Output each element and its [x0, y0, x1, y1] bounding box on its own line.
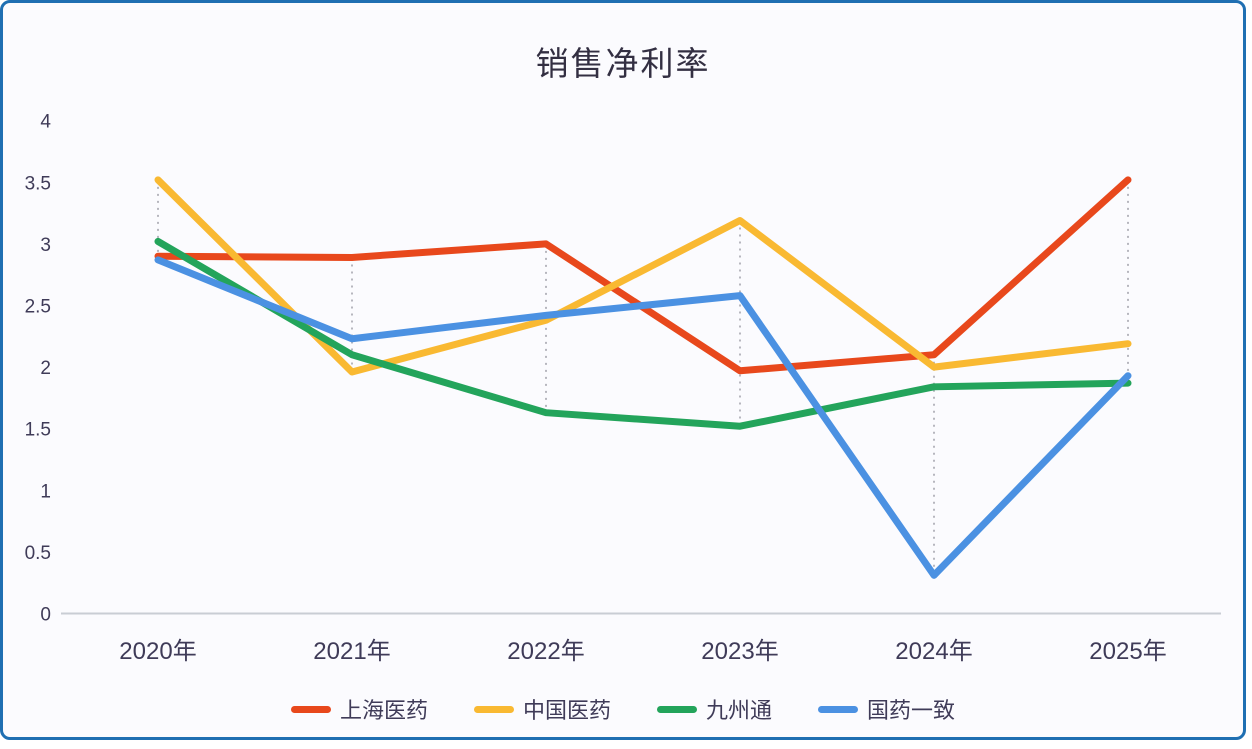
legend-swatch-jointown: [657, 705, 697, 713]
y-tick-label-4: 4: [40, 112, 51, 133]
series-line-jointown: [154, 237, 1132, 430]
series-line-shanghai-pharma: [154, 176, 1132, 375]
x-tick-label-2021年: 2021年: [313, 638, 390, 665]
y-tick-label-1.5: 1.5: [25, 420, 51, 441]
y-tick-label-3.5: 3.5: [25, 173, 51, 194]
legend-swatch-shanghai-pharma: [290, 705, 331, 713]
legend-label-jointown: 九州通: [706, 698, 773, 723]
y-tick-label-0.5: 0.5: [25, 543, 51, 564]
series-line-china-pharma: [154, 176, 1132, 376]
legend-swatch-china-pharma: [473, 705, 514, 713]
legend-label-sinopharm-accord: 国药一致: [867, 698, 956, 723]
series-line-sinopharm-accord: [154, 256, 1132, 579]
y-tick-label-0: 0: [40, 605, 51, 626]
legend: 上海医药 中国医药 九州通 国药一致: [3, 693, 1243, 725]
x-tick-label-2023年: 2023年: [701, 638, 778, 665]
legend-item-sinopharm-accord: 国药一致: [818, 693, 955, 725]
x-tick-label-2025年: 2025年: [1089, 638, 1166, 665]
x-tick-label-2020年: 2020年: [119, 638, 196, 665]
y-tick-label-3: 3: [40, 235, 51, 256]
legend-item-shanghai-pharma: 上海医药: [290, 693, 428, 725]
line-chart: 0 0.5 1 1.5 2 2.5 3 3.5 4 2020年 2021年 2022年 2023年 202…: [25, 112, 1221, 665]
y-tick-label-1: 1: [40, 481, 51, 502]
legend-label-shanghai-pharma: 上海医药: [339, 698, 428, 723]
x-tick-label-2024年: 2024年: [895, 638, 972, 665]
legend-swatch-sinopharm-accord: [818, 705, 859, 713]
legend-item-china-pharma: 中国医药: [473, 693, 611, 725]
y-tick-label-2.5: 2.5: [25, 297, 51, 318]
legend-label-china-pharma: 中国医药: [522, 698, 611, 723]
x-tick-label-2022年: 2022年: [507, 638, 584, 665]
legend-item-jointown: 九州通: [657, 693, 772, 725]
y-tick-label-2: 2: [40, 358, 51, 379]
chart-title: 销售净利率: [535, 45, 711, 82]
